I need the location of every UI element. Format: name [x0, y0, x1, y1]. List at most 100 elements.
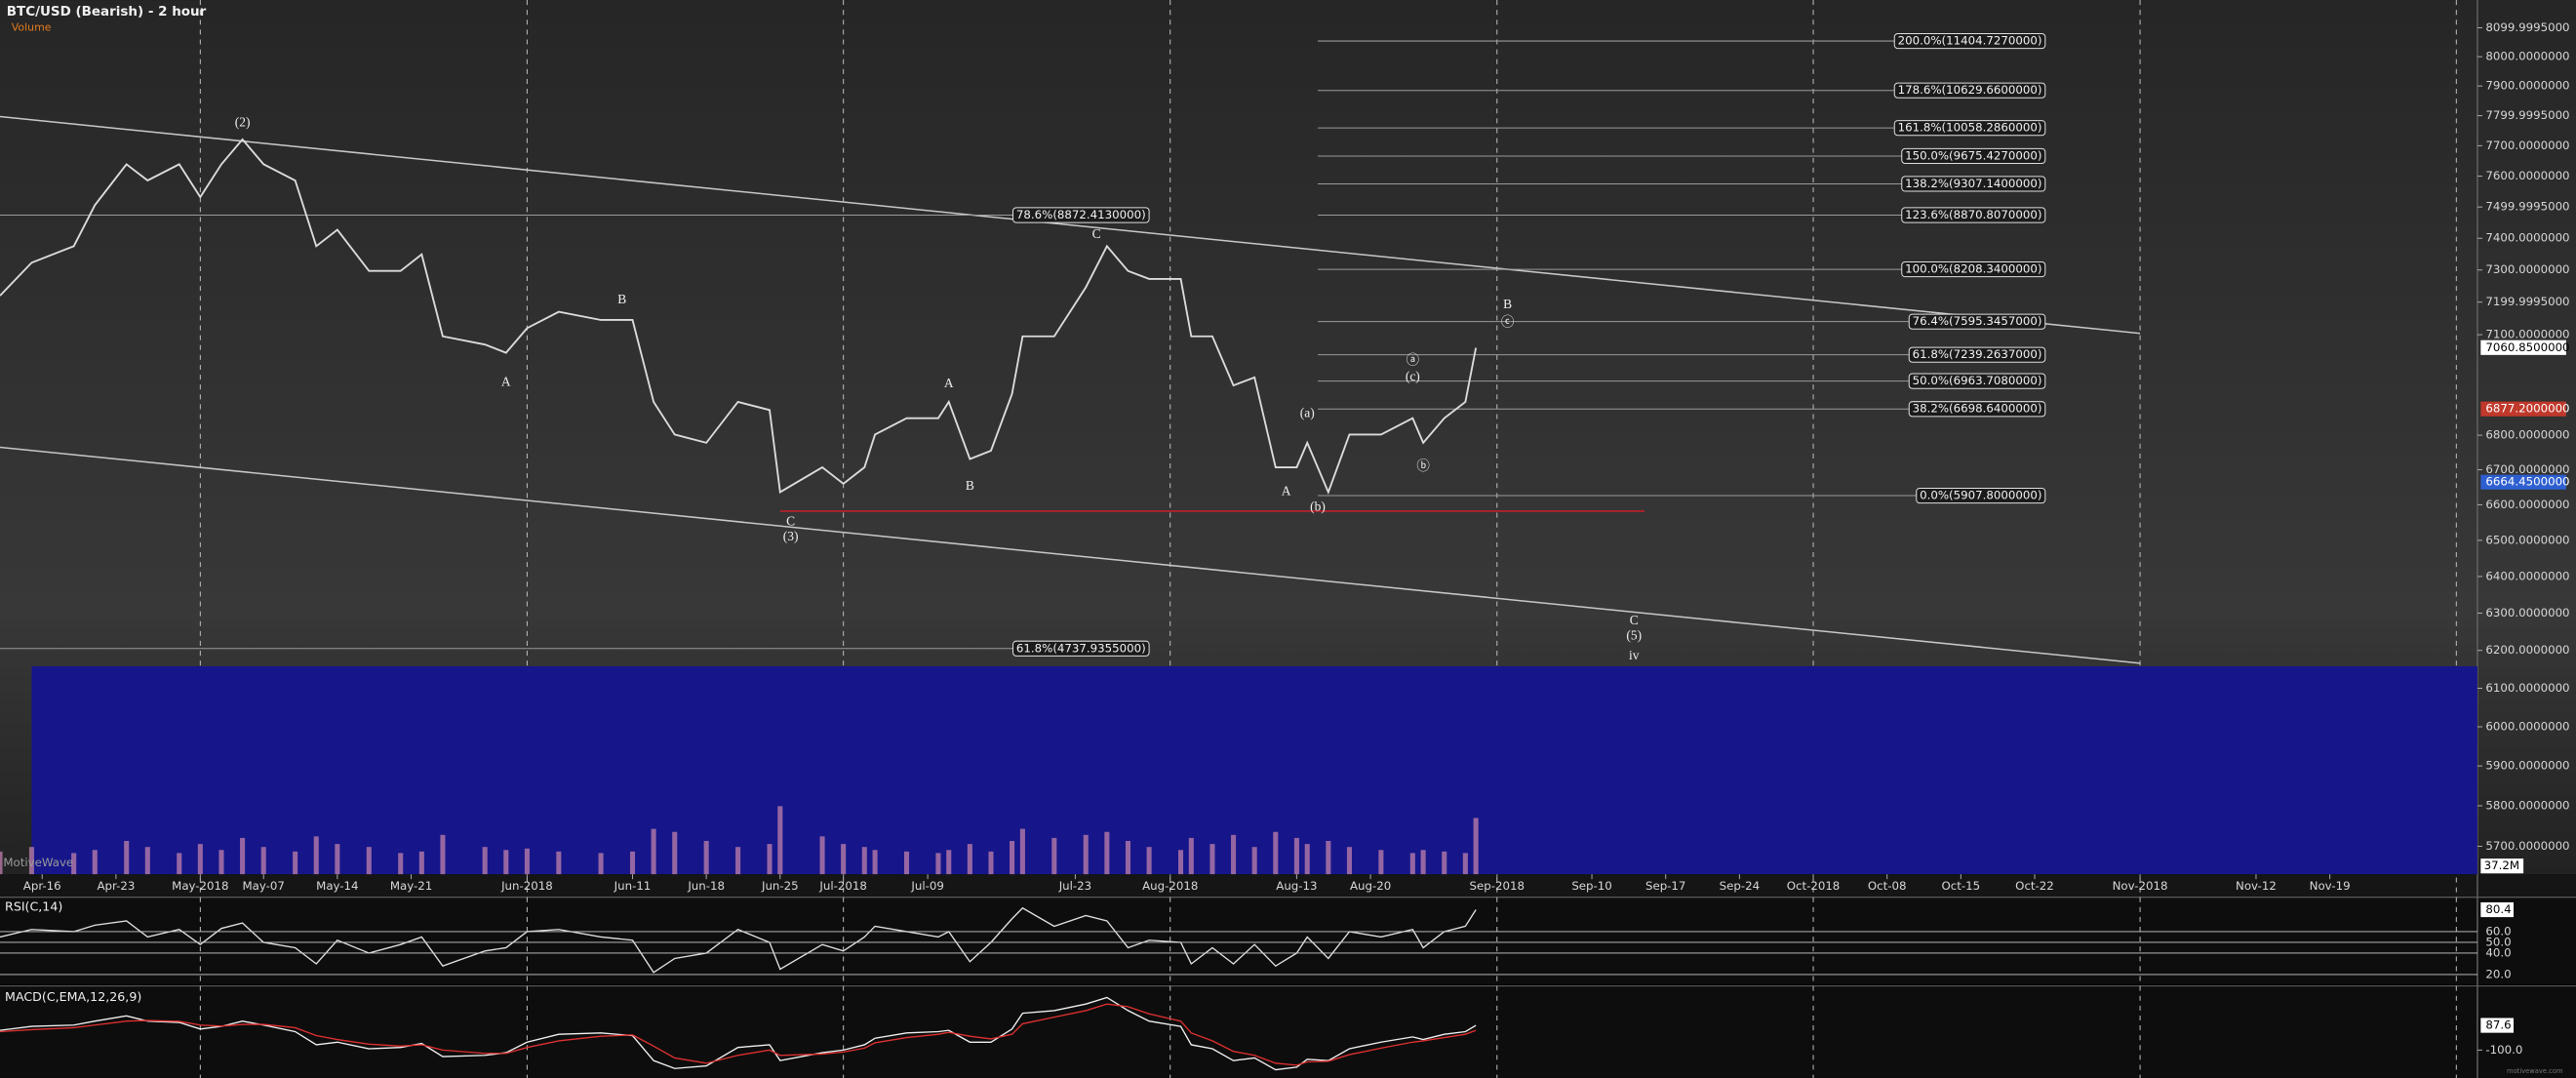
volume-bar: [672, 831, 678, 875]
volume-bar: [1251, 847, 1257, 875]
fib-label-box: [1908, 401, 2046, 418]
volume-bar: [92, 850, 98, 875]
volume-bar: [503, 850, 509, 875]
date-axis-strip: [0, 874, 2576, 898]
x-tick-label: May-07: [243, 879, 285, 893]
volume-bar: [1188, 837, 1194, 875]
volume-bar: [841, 844, 847, 875]
fib-label: 61.8%(4737.9355000): [1016, 641, 1146, 655]
y-tick-label: 6400.0000000: [2485, 569, 2569, 582]
y-tick-label: 7199.9995000: [2485, 295, 2569, 308]
volume-bar: [218, 850, 224, 875]
y-tick-label: 6700.0000000: [2485, 462, 2569, 476]
volume-bar: [1326, 841, 1331, 875]
y-tick-label: 7900.0000000: [2485, 79, 2569, 93]
trend-line: [0, 446, 2141, 664]
wave-label: (2): [235, 114, 251, 129]
x-tick-label: Sep-10: [1571, 879, 1611, 893]
y-tick-label: 7100.0000000: [2485, 328, 2569, 341]
x-tick-label: Aug-13: [1276, 879, 1317, 893]
y-tick-label: 6800.0000000: [2485, 428, 2569, 442]
wave-label: (c): [1406, 369, 1420, 383]
volume-bar: [556, 851, 562, 875]
volume-bar: [1104, 831, 1110, 875]
x-tick-label: Sep-2018: [1470, 879, 1525, 893]
y-tick-label: 5900.0000000: [2485, 759, 2569, 773]
series-line: [0, 996, 1477, 1071]
x-tick-label: Aug-20: [1350, 879, 1391, 893]
x-tick-label: Jul-2018: [818, 879, 866, 893]
volume-bar: [1378, 850, 1384, 875]
price-marker-label: 6877.2000000: [2485, 402, 2569, 416]
volume-bar: [1125, 841, 1131, 875]
volume-bar: [651, 828, 656, 875]
price-marker-label: 7060.8500000: [2485, 340, 2569, 354]
y-tick-label: 8000.0000000: [2485, 50, 2569, 63]
wave-label: (b): [1310, 499, 1326, 513]
wave-label: A: [944, 376, 954, 390]
y-tick-label: 6500.0000000: [2485, 533, 2569, 546]
x-tick-label: Jun-2018: [500, 879, 553, 893]
volume-bar: [240, 837, 246, 875]
y-tick-label: 6300.0000000: [2485, 606, 2569, 619]
x-tick-label: May-14: [316, 879, 358, 893]
volume-bar: [398, 853, 404, 875]
wave-label: iv: [1629, 648, 1640, 662]
x-tick-label: Sep-17: [1645, 879, 1685, 893]
y-tick-label: 7300.0000000: [2485, 262, 2569, 276]
volume-bar: [629, 851, 636, 875]
y-tick-label: 6100.0000000: [2485, 681, 2569, 695]
volume-bar: [819, 836, 825, 875]
series-line: [0, 138, 1478, 495]
volume-bar: [440, 834, 446, 875]
volume-bar: [1462, 853, 1468, 875]
x-tick-label: Oct-22: [2015, 879, 2054, 893]
fib-label: 100.0%(8208.3400000): [1905, 262, 2041, 276]
y-tick-label: 40.0: [2485, 945, 2511, 959]
x-tick-label: Nov-19: [2310, 879, 2351, 893]
fib-label-box: [1901, 261, 2046, 278]
wave-label: B: [617, 292, 626, 306]
fib-label: 61.8%(7239.2637000): [1913, 347, 2042, 361]
wave-label: A: [1282, 484, 1291, 499]
volume-bar: [1293, 837, 1299, 875]
fib-label: 161.8%(10058.2860000): [1898, 121, 2042, 135]
x-tick-label: Oct-08: [1868, 879, 1907, 893]
volume-bar: [767, 844, 773, 875]
wave-label: ⓒ: [1501, 315, 1514, 330]
fib-label-box: [1012, 207, 1150, 223]
volume-bar: [872, 850, 878, 875]
wave-label: B: [1503, 297, 1512, 311]
x-tick-label: Jul-23: [1058, 879, 1091, 893]
volume-marker-label: 37.2M: [2484, 858, 2519, 872]
fib-label: 150.0%(9675.4270000): [1905, 148, 2041, 162]
volume-bar: [524, 848, 530, 875]
volume-bar: [1051, 837, 1057, 875]
volume-bar: [28, 847, 34, 875]
current-marker-label: 87.6: [2485, 1018, 2511, 1032]
x-tick-label: Sep-24: [1720, 879, 1760, 893]
panel-title: MACD(C,EMA,12,26,9): [5, 989, 141, 1004]
fib-label-box: [1901, 176, 2046, 192]
series-line: [0, 1003, 1477, 1066]
volume-bar: [418, 851, 424, 875]
fib-label-box: [1901, 207, 2046, 223]
volume-bar: [903, 851, 910, 875]
current-marker: [2480, 1018, 2514, 1033]
x-tick-label: Jul-09: [910, 879, 943, 893]
x-tick-label: Aug-2018: [1142, 879, 1198, 893]
rsi-panel: [0, 897, 2576, 984]
y-tick-label: 60.0: [2485, 924, 2511, 938]
fib-label: 123.6%(8870.8070000): [1905, 208, 2041, 221]
y-tick-label: 5700.0000000: [2485, 839, 2569, 853]
wave-label: B: [966, 478, 974, 493]
volume-bar: [0, 851, 3, 875]
volume-bar: [293, 851, 298, 875]
wave-label: (3): [783, 529, 799, 543]
volume-bar: [1346, 847, 1352, 875]
volume-bar: [177, 853, 182, 875]
fib-label-box: [1012, 640, 1150, 657]
